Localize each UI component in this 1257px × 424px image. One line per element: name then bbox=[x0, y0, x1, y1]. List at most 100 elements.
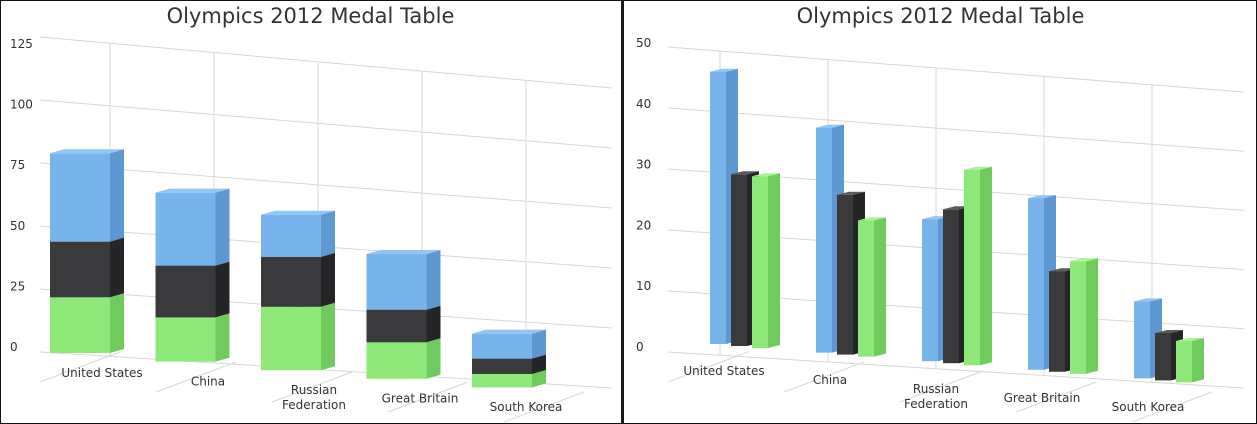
x-tick-label: United States bbox=[61, 366, 142, 380]
silver-bar-side bbox=[321, 252, 335, 307]
y-tick-label: 100 bbox=[10, 98, 33, 112]
bronze-bar-side bbox=[980, 166, 992, 366]
x-tick-label: Russian Federation bbox=[282, 383, 346, 412]
gridline bbox=[39, 36, 613, 89]
gridline bbox=[667, 46, 1245, 93]
gold-bar-top bbox=[155, 188, 230, 193]
y-tick-label: 25 bbox=[10, 279, 25, 293]
silver-bar-side bbox=[426, 305, 441, 343]
silver-bar bbox=[366, 309, 427, 343]
gold-bar bbox=[155, 192, 216, 266]
floor-line bbox=[667, 351, 749, 383]
gridline bbox=[667, 107, 1245, 152]
bronze-bar bbox=[366, 342, 427, 379]
gold-bar bbox=[366, 254, 427, 310]
floor-line bbox=[503, 391, 585, 423]
gridline bbox=[39, 99, 613, 149]
bronze-bar-side bbox=[768, 173, 780, 348]
silver-bar-top bbox=[731, 171, 759, 175]
bronze-bar-top bbox=[858, 217, 886, 221]
bronze-bar bbox=[1176, 340, 1192, 383]
silver-bar-top bbox=[837, 191, 865, 195]
x-tick-label: China bbox=[813, 373, 847, 387]
gold-bar-top bbox=[1028, 195, 1056, 199]
y-tick-label: 10 bbox=[636, 279, 651, 293]
x-tick-label: South Korea bbox=[490, 400, 563, 414]
bronze-bar-side bbox=[215, 313, 230, 362]
gold-bar bbox=[710, 71, 726, 345]
gold-bar bbox=[922, 219, 938, 362]
bronze-bar-top bbox=[752, 173, 780, 177]
y-tick-label: 50 bbox=[636, 36, 651, 50]
gold-bar bbox=[1028, 198, 1044, 370]
floor-line bbox=[39, 351, 121, 383]
grouped-bar-chart: 0 10 20 30 40 50 United States China Russian Fede… bbox=[636, 36, 1257, 424]
chart-title: Olympics 2012 Medal Table bbox=[166, 4, 455, 28]
gold-bar bbox=[261, 214, 321, 257]
gridline bbox=[667, 351, 1245, 389]
bronze-bar bbox=[472, 373, 532, 388]
bronze-bar bbox=[155, 317, 216, 362]
floor-line bbox=[271, 371, 353, 403]
gold-bar-top bbox=[472, 329, 546, 334]
bronze-bar-side bbox=[1192, 338, 1204, 383]
gold-bar-top bbox=[50, 149, 124, 154]
silver-bar bbox=[837, 194, 853, 355]
stacked-chart-panel: Olympics 2012 Medal Table 0 25 50 75 100 125 U… bbox=[0, 0, 621, 424]
silver-bar bbox=[1155, 333, 1171, 381]
floor-line bbox=[387, 381, 469, 413]
grouped-chart-panel: Olympics 2012 Medal Table 0 10 20 30 40 50 Uni… bbox=[624, 0, 1257, 424]
bronze-bar bbox=[858, 220, 874, 357]
bronze-bar-side bbox=[110, 293, 124, 353]
bronze-bar bbox=[1070, 261, 1086, 374]
y-tick-label: 40 bbox=[636, 97, 651, 111]
silver-bar bbox=[155, 265, 216, 318]
x-tick-label: South Korea bbox=[1112, 400, 1185, 414]
floor-line bbox=[1248, 402, 1257, 424]
y-tick-label: 0 bbox=[10, 340, 18, 354]
gold-bar bbox=[816, 127, 832, 353]
silver-bar bbox=[1049, 271, 1065, 372]
gold-bar-side bbox=[215, 188, 230, 266]
panel-divider bbox=[621, 0, 624, 424]
y-tick-label: 50 bbox=[10, 219, 25, 233]
y-tick-label: 0 bbox=[636, 340, 644, 354]
bronze-bar-top bbox=[964, 166, 992, 170]
x-tick-label: Great Britain bbox=[382, 392, 459, 406]
gold-bar-top bbox=[261, 210, 335, 215]
bronze-bar bbox=[752, 176, 768, 348]
gridline bbox=[39, 162, 613, 209]
bronze-bar-side bbox=[874, 217, 886, 357]
floor-line bbox=[899, 371, 981, 403]
y-tick-label: 75 bbox=[10, 158, 25, 172]
x-tick-label: United States bbox=[683, 364, 764, 378]
x-tick-label: Great Britain bbox=[1004, 391, 1081, 405]
gold-bar-side bbox=[532, 329, 546, 359]
stacked-bar-chart: 0 25 50 75 100 125 United States China Russian Fe… bbox=[10, 36, 613, 423]
gold-bar-top bbox=[816, 124, 844, 128]
bronze-bar-side bbox=[1086, 258, 1098, 374]
y-tick-label: 125 bbox=[10, 37, 33, 51]
gold-bar-top bbox=[366, 250, 441, 254]
gold-bar-side bbox=[110, 149, 124, 242]
silver-bar bbox=[261, 256, 321, 307]
x-tick-label: Russian Federation bbox=[904, 382, 968, 411]
chart-title: Olympics 2012 Medal Table bbox=[796, 4, 1085, 28]
silver-bar bbox=[50, 241, 110, 298]
floor-line bbox=[155, 361, 237, 393]
gold-bar-side bbox=[426, 250, 441, 310]
gold-bar-side bbox=[321, 210, 335, 257]
bronze-bar bbox=[964, 169, 980, 366]
y-tick-label: 30 bbox=[636, 158, 651, 172]
silver-bar bbox=[731, 174, 747, 346]
silver-bar-side bbox=[532, 354, 546, 374]
bronze-bar-side bbox=[532, 370, 546, 388]
gold-bar bbox=[1134, 301, 1150, 379]
floor-line bbox=[1131, 391, 1213, 423]
silver-bar-top bbox=[1155, 330, 1183, 333]
gold-bar bbox=[50, 153, 110, 242]
silver-bar bbox=[943, 209, 959, 364]
bronze-bar bbox=[50, 297, 110, 353]
floor-line bbox=[1015, 381, 1097, 413]
bronze-bar-top bbox=[1070, 258, 1098, 262]
